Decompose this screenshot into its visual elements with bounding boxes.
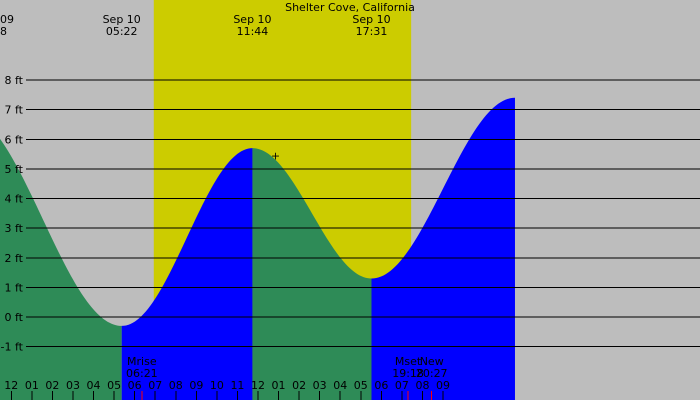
falling-tide-area xyxy=(0,138,122,400)
current-time-marker: + xyxy=(271,150,280,163)
x-tick-label: 09 xyxy=(436,379,450,392)
x-tick-label: 11 xyxy=(230,379,244,392)
y-tick-label: 5 ft xyxy=(5,163,24,176)
y-tick-label: 1 ft xyxy=(5,281,24,294)
x-tick-label: 09 xyxy=(189,379,203,392)
x-tick-label: 02 xyxy=(45,379,59,392)
x-tick-label: 08 xyxy=(415,379,429,392)
x-tick-label: 04 xyxy=(87,379,101,392)
x-tick-label: 01 xyxy=(25,379,39,392)
extreme-time-label: 11:44 xyxy=(237,25,269,38)
y-tick-label: 8 ft xyxy=(5,74,24,87)
moon-event-label: New xyxy=(420,355,444,368)
extreme-date-label: Sep 10 xyxy=(352,13,390,26)
x-tick-label: 05 xyxy=(354,379,368,392)
x-tick-label: 07 xyxy=(395,379,409,392)
moon-event-label: Mset xyxy=(395,355,422,368)
y-tick-label: 4 ft xyxy=(5,193,24,206)
x-tick-label: 10 xyxy=(210,379,224,392)
x-tick-label: 03 xyxy=(313,379,327,392)
moon-event-time: 19:18 xyxy=(392,367,424,380)
x-tick-label: 04 xyxy=(333,379,347,392)
extreme-time-label: 05:22 xyxy=(106,25,138,38)
rising-tide-area xyxy=(121,148,253,400)
falling-tide-area xyxy=(252,148,372,400)
x-tick-label: 06 xyxy=(128,379,142,392)
y-tick-label: 6 ft xyxy=(5,133,24,146)
extreme-time-label: 8 xyxy=(0,25,7,38)
x-tick-label: 07 xyxy=(148,379,162,392)
x-tick-label: 03 xyxy=(66,379,80,392)
x-tick-label: 06 xyxy=(374,379,388,392)
x-tick-label: 01 xyxy=(272,379,286,392)
x-tick-label: 12 xyxy=(4,379,18,392)
moon-event-time: 20:27 xyxy=(416,367,448,380)
y-tick-label: 0 ft xyxy=(5,311,24,324)
moon-event-label: Mrise xyxy=(127,355,157,368)
y-tick-label: 3 ft xyxy=(5,222,24,235)
extreme-time-label: 17:31 xyxy=(356,25,388,38)
y-tick-label: 2 ft xyxy=(5,252,24,265)
y-tick-label: 7 ft xyxy=(5,104,24,117)
x-tick-label: 12 xyxy=(251,379,265,392)
extreme-date-label: Sep 10 xyxy=(233,13,271,26)
chart-title: Shelter Cove, California xyxy=(285,1,415,14)
x-tick-label: 05 xyxy=(107,379,121,392)
extreme-date-label: Sep 10 xyxy=(103,13,141,26)
extreme-date-label: 09 xyxy=(0,13,14,26)
rising-tide-area xyxy=(371,97,515,400)
moon-event-time: 06:21 xyxy=(126,367,158,380)
x-tick-label: 08 xyxy=(169,379,183,392)
y-tick-label: -1 ft xyxy=(1,341,24,354)
x-tick-label: 02 xyxy=(292,379,306,392)
